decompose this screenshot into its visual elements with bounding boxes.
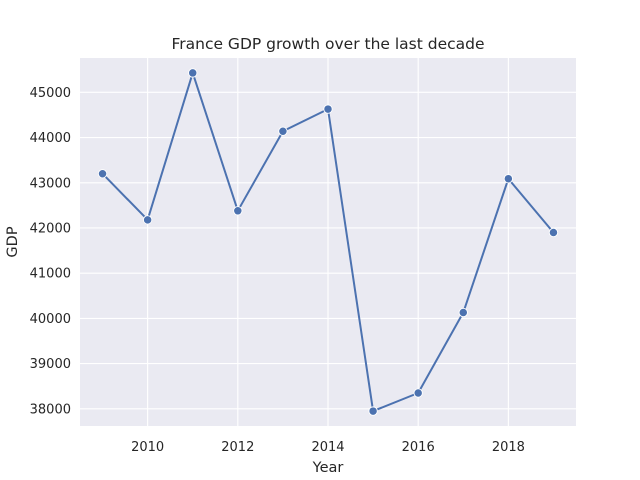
- y-tick-label: 43000: [30, 176, 71, 191]
- x-tick-label: 2016: [402, 440, 435, 455]
- x-axis-label: Year: [312, 460, 344, 476]
- y-tick-label: 44000: [30, 131, 71, 146]
- y-tick-label: 40000: [30, 312, 71, 327]
- data-point: [278, 126, 288, 136]
- x-tick-label: 2012: [221, 440, 254, 455]
- x-tick-label: 2010: [131, 440, 164, 455]
- data-point: [97, 169, 108, 179]
- y-tick-label: 42000: [30, 221, 71, 236]
- data-point: [323, 104, 333, 114]
- y-tick-label: 38000: [30, 402, 71, 417]
- data-point: [458, 307, 468, 318]
- data-point: [548, 227, 559, 238]
- x-tick-labels: 2010 2012 2014 2016 2018: [131, 440, 525, 455]
- data-point: [233, 206, 243, 216]
- y-tick-label: 41000: [30, 267, 71, 282]
- y-tick-label: 45000: [30, 86, 71, 101]
- x-tick-label: 2018: [492, 440, 525, 455]
- y-tick-labels: 38000 39000 40000 41000 42000 43000 44000 45000: [30, 86, 71, 417]
- data-point: [142, 215, 153, 225]
- data-series: [97, 68, 559, 416]
- x-tick-label: 2014: [311, 440, 344, 455]
- chart-title: France GDP growth over the last decade: [171, 35, 484, 53]
- grid-lines: [80, 58, 576, 426]
- data-point: [503, 174, 514, 184]
- data-point: [368, 406, 378, 416]
- y-axis-label: GDP: [5, 226, 21, 257]
- data-point: [413, 388, 423, 398]
- data-point: [188, 68, 198, 78]
- y-tick-label: 39000: [30, 357, 71, 372]
